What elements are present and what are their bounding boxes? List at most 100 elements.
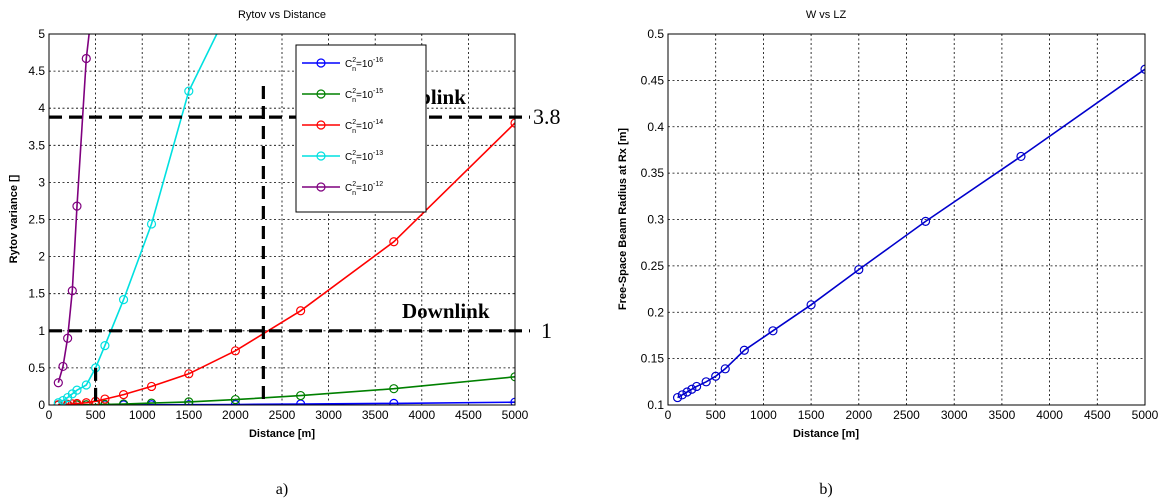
x-tick-label: 3000 (315, 408, 342, 422)
data-point (806, 300, 816, 310)
annotation-lines (49, 85, 530, 405)
caption: b) (819, 481, 832, 498)
data-point (72, 398, 82, 405)
data-point (682, 387, 692, 397)
y-tick-label: 0 (38, 398, 45, 412)
series-group (672, 64, 1145, 403)
legend-label: C2 n=10-15 (345, 88, 383, 104)
x-tick-labels: 0 500 1000 1500 2000 2500 3000 3500 4000 4500 5000 (665, 408, 1159, 422)
data-point (81, 398, 91, 405)
data-point (711, 371, 721, 381)
data-point (720, 364, 730, 374)
data-point (184, 397, 194, 405)
legend-marker (316, 58, 326, 68)
legend-label: C2 n=10-12 (345, 181, 383, 197)
x-tick-label: 1000 (129, 408, 156, 422)
x-tick-label: 500 (86, 408, 106, 422)
data-point (510, 118, 515, 128)
x-tick-label: 2000 (222, 408, 249, 422)
legend-item: C2 n=10-14 (302, 119, 383, 135)
data-point (389, 398, 399, 405)
data-point (81, 53, 91, 64)
x-tick-label: 3000 (941, 408, 968, 422)
x-tick-label: 1500 (798, 408, 825, 422)
data-point (100, 394, 110, 404)
data-point (920, 216, 931, 226)
data-point (687, 384, 697, 394)
data-point (63, 333, 73, 343)
data-point (692, 381, 702, 392)
data-point (677, 390, 687, 400)
data-point (768, 326, 778, 336)
data-point (1016, 151, 1026, 162)
y-axis-label: Rytov variance [] (8, 174, 20, 263)
series-2 (53, 118, 515, 405)
y-tick-label: 0.4 (647, 120, 664, 134)
y-tick-label: 0.3 (647, 213, 664, 227)
legend-label: C2 n=10-14 (345, 119, 383, 135)
y-tick-label: 0.2 (647, 305, 664, 319)
x-tick-label: 2500 (893, 408, 920, 422)
data-point (118, 399, 129, 405)
data-point (53, 378, 63, 388)
series-line (57, 34, 90, 383)
y-tick-labels: 0 0.5 1 1.5 2 2.5 3 3.5 4 4.5 5 (28, 27, 45, 412)
y-tick-labels: 0.1 0.15 0.2 0.25 0.3 0.35 0.4 0.45 0.5 (641, 27, 665, 412)
y-axis-label: Free-Space Beam Radius at Rx [m] (617, 128, 629, 311)
chart-w-vs-lz: W vs LZ Distance [m] Free-Space Beam Rad… (617, 9, 1159, 498)
y-tick-label: 1.5 (28, 287, 45, 301)
x-tick-label: 0 (46, 408, 53, 422)
y-tick-label: 0.35 (641, 166, 665, 180)
chart-title: Rytov vs Distance (238, 9, 326, 21)
x-tick-label: 0 (665, 408, 672, 422)
caption: a) (276, 481, 288, 498)
x-tick-label: 4000 (408, 408, 435, 422)
data-point (389, 237, 399, 247)
x-tick-label: 500 (706, 408, 726, 422)
data-point (672, 392, 683, 403)
chart-rytov-vs-distance: Rytov vs Distance Distance [m] Rytov var… (8, 9, 561, 498)
y-tick-label: 1 (38, 324, 45, 338)
y-tick-label: 3 (38, 175, 45, 189)
data-point (296, 306, 306, 316)
series-3 (53, 34, 218, 405)
grid (49, 34, 515, 405)
legend-label: C2 n=10-13 (345, 150, 383, 166)
x-tick-label: 4000 (1036, 408, 1063, 422)
x-tick-label: 3500 (989, 408, 1016, 422)
data-point (72, 201, 82, 211)
data-point (81, 380, 91, 390)
y-tick-label: 0.5 (647, 27, 664, 41)
legend-marker (316, 120, 326, 130)
series-0 (672, 64, 1145, 403)
data-point (230, 399, 240, 405)
data-point (53, 398, 63, 405)
uplink-value: 3.8 (533, 104, 561, 129)
plot-frame (667, 33, 1146, 406)
data-point (146, 398, 157, 405)
legend-item: C2 n=10-12 (302, 181, 383, 197)
data-point (701, 377, 711, 387)
series-line (58, 122, 515, 405)
y-tick-label: 3.5 (28, 138, 45, 152)
x-tick-label: 1500 (175, 408, 202, 422)
data-point (510, 397, 515, 405)
data-point (230, 394, 240, 405)
data-point (67, 286, 77, 296)
series-4 (53, 34, 91, 388)
data-point (58, 361, 68, 372)
data-point (184, 369, 194, 379)
data-point (184, 86, 194, 96)
y-tick-label: 0.1 (647, 398, 664, 412)
x-tick-label: 5000 (502, 408, 529, 422)
x-axis-label: Distance [m] (793, 428, 859, 440)
data-point (100, 341, 110, 351)
data-point (118, 390, 129, 400)
x-tick-label: 1000 (750, 408, 777, 422)
x-tick-label: 4500 (455, 408, 482, 422)
y-tick-label: 0.5 (28, 361, 45, 375)
data-point (510, 372, 515, 382)
legend-label: C2 n=10-16 (345, 57, 383, 73)
data-point (146, 219, 157, 229)
